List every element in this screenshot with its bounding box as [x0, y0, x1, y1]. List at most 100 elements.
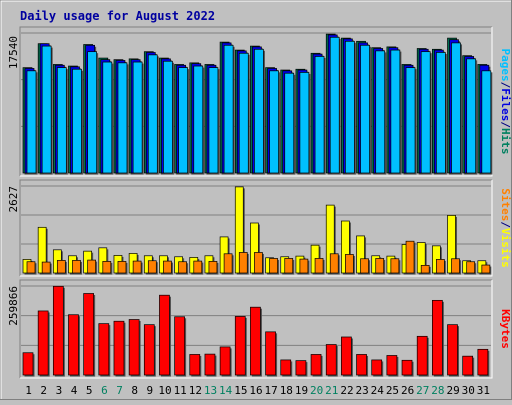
- x-tick-label: 8: [131, 384, 138, 397]
- bar-kbytes: [386, 355, 398, 376]
- bar-kbytes: [280, 359, 292, 376]
- bar-kbytes: [265, 331, 276, 376]
- bar-sites: [102, 261, 112, 274]
- bar-sites: [238, 252, 248, 274]
- bar-pages: [451, 42, 461, 174]
- legend-: /: [499, 221, 512, 228]
- bar-kbytes: [432, 299, 443, 376]
- bar-pages: [87, 51, 97, 174]
- bar-pages: [329, 36, 340, 174]
- bar-kbytes: [356, 354, 367, 376]
- bar-kbytes: [22, 352, 34, 376]
- bar-sites: [420, 265, 430, 274]
- y-max-label: 17540: [7, 36, 20, 69]
- x-tick-label: 13: [204, 384, 217, 397]
- bar-kbytes: [341, 336, 352, 376]
- panel-frame-shadow: [19, 179, 492, 276]
- x-tick-label: 2: [40, 384, 47, 397]
- bar-sites: [390, 258, 400, 274]
- bar-kbytes: [462, 355, 474, 376]
- legend-sites: Sites: [499, 188, 512, 221]
- x-tick-label: 27: [416, 384, 429, 397]
- bar-pages: [284, 72, 295, 174]
- bar-sites: [87, 259, 96, 274]
- bar-pages: [72, 68, 82, 174]
- bar-pages: [223, 44, 234, 174]
- bar-kbytes: [143, 324, 155, 376]
- bar-sites: [193, 260, 203, 274]
- x-tick-label: 21: [325, 384, 338, 397]
- panel-frame-shadow: [19, 26, 492, 176]
- bar-sites: [375, 258, 385, 274]
- bar-pages: [375, 50, 386, 174]
- bar-pages: [299, 72, 310, 174]
- bar-sites: [481, 264, 491, 274]
- bar-pages: [481, 70, 492, 174]
- panel-hits: 17540 Pages/Files/Hits: [7, 26, 512, 177]
- bar-kbytes: [189, 354, 201, 376]
- x-tick-label: 3: [56, 384, 63, 397]
- bar-sites: [345, 254, 354, 274]
- side-legend: KBytes: [499, 309, 512, 349]
- bar-kbytes: [68, 314, 79, 376]
- x-tick-label: 14: [219, 384, 233, 397]
- x-tick-label: 4: [71, 384, 78, 397]
- bar-kbytes: [325, 344, 337, 376]
- x-tick-label: 10: [158, 384, 171, 397]
- bar-kbytes: [37, 310, 49, 376]
- bar-sites: [451, 258, 460, 274]
- legend-pages: Pages: [499, 49, 512, 82]
- bar-kbytes: [113, 320, 125, 376]
- bar-pages: [147, 54, 158, 174]
- x-tick-label: 6: [101, 384, 108, 397]
- legend-: /: [499, 121, 512, 128]
- x-tick-label: 23: [356, 384, 369, 397]
- x-tick-label: 28: [431, 384, 444, 397]
- bar-pages: [178, 67, 188, 174]
- bar-sites: [314, 258, 324, 274]
- bar-pages: [254, 48, 264, 174]
- bar-sites: [132, 260, 142, 274]
- y-max-label: 259866: [7, 286, 20, 326]
- bar-sites: [254, 252, 263, 274]
- bar-pages: [360, 44, 370, 174]
- bar-sites: [299, 258, 309, 274]
- x-tick-label: 15: [234, 384, 247, 397]
- bar-pages: [102, 61, 113, 174]
- bar-sites: [466, 261, 476, 274]
- side-legend: Sites/Visits: [499, 188, 512, 268]
- bar-sites: [56, 260, 66, 274]
- legend-files: Files: [499, 88, 512, 121]
- bar-pages: [41, 45, 52, 174]
- x-tick-label: 12: [189, 384, 202, 397]
- x-tick-label: 26: [401, 384, 414, 397]
- bar-kbytes: [174, 316, 185, 376]
- bar-sites: [223, 253, 233, 274]
- bar-kbytes: [52, 285, 64, 376]
- bar-pages: [56, 67, 67, 174]
- bar-kbytes: [204, 353, 216, 376]
- bar-pages: [117, 62, 128, 174]
- bar-sites: [26, 261, 36, 274]
- bar-pages: [193, 65, 204, 174]
- bar-kbytes: [159, 294, 170, 376]
- x-tick-label: 29: [446, 384, 459, 397]
- x-tick-label: 1: [25, 384, 32, 397]
- legend-: /: [499, 82, 512, 89]
- panel-kbytes: 259866 KBytes: [7, 279, 512, 379]
- x-tick-label: 30: [462, 384, 475, 397]
- bar-kbytes: [295, 360, 307, 376]
- bar-sites: [436, 259, 445, 274]
- bar-sites: [269, 258, 278, 274]
- bar-kbytes: [128, 319, 140, 376]
- bar-pages: [405, 67, 416, 174]
- bar-sites: [117, 261, 127, 274]
- bar-kbytes: [310, 354, 322, 376]
- bar-kbytes: [98, 323, 110, 376]
- legend-hits: Hits: [499, 128, 512, 155]
- panel-frame-shadow: [19, 279, 492, 378]
- bar-sites: [178, 261, 187, 274]
- bar-sites: [147, 260, 157, 274]
